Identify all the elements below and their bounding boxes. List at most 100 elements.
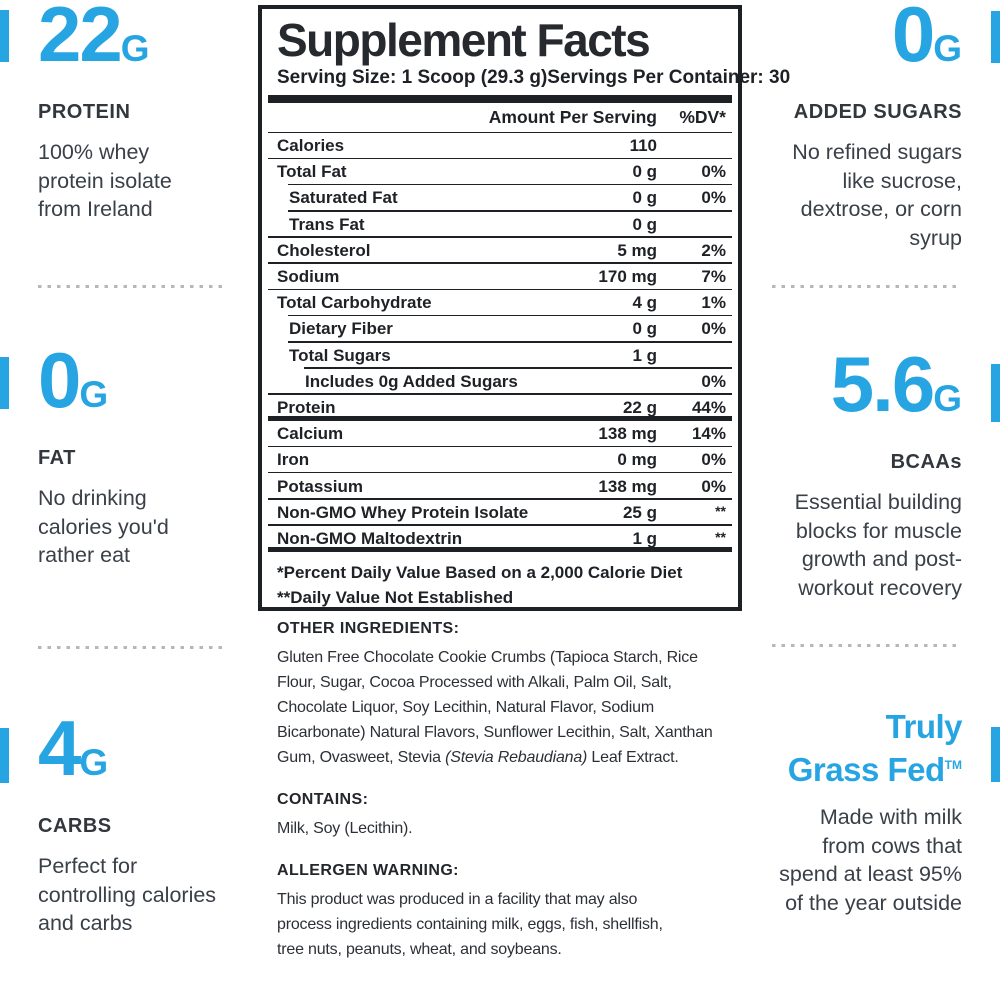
- nutrient-amount: 1 g: [632, 528, 657, 548]
- stat-bcaas-label: BCAAs: [890, 451, 962, 473]
- nutrient-label: Dietary Fiber: [289, 319, 393, 339]
- nutrient-label: Non-GMO Maltodextrin: [277, 528, 463, 548]
- grass-fed-line-2: Grass FedTM: [787, 751, 962, 788]
- nutrient-dv: 0%: [701, 476, 726, 496]
- nutrient-amount: 138 mg: [598, 424, 657, 444]
- nutrient-label: Trans Fat: [289, 214, 365, 234]
- nutrient-label: Iron: [277, 450, 310, 470]
- nutrient-label: Total Sugars: [289, 345, 391, 365]
- contains-text: Milk, Soy (Lecithin).: [277, 820, 413, 837]
- stat-grass-fed-description: Made with milk from cows that spend at l…: [779, 805, 962, 915]
- nutrient-amount: 0 g: [632, 188, 657, 208]
- accent-bar-right-grass-fed: [991, 727, 1000, 782]
- stat-added-sugars-value: 0G: [891, 0, 962, 78]
- contains-heading: CONTAINS:: [277, 791, 369, 808]
- stat-protein: 22G PROTEIN 100% whey protein isolate fr…: [38, 0, 253, 224]
- accent-bar-left-fat: [0, 357, 9, 409]
- table-row: Total Sugars 1 g: [268, 343, 732, 369]
- amount-per-serving-header: Amount Per Serving: [488, 107, 657, 127]
- dv-header: %DV*: [679, 107, 726, 127]
- accent-bar-right-bcaas: [991, 364, 1000, 422]
- stat-protein-value: 22G: [38, 0, 150, 78]
- nutrient-label: Calories: [277, 136, 345, 156]
- accent-bar-left-carbs: [0, 728, 9, 783]
- serving-info: Serving Size: 1 Scoop (29.3 g) Servings …: [268, 65, 790, 89]
- stat-bcaas-description: Essential building blocks for muscle gro…: [794, 490, 962, 600]
- table-row: Potassium 138 mg 0%: [268, 473, 732, 500]
- table-row: Calcium 138 mg 14%: [268, 421, 732, 448]
- nutrient-amount: 0 g: [632, 319, 657, 339]
- footnote-dv: *Percent Daily Value Based on a 2,000 Ca…: [277, 563, 683, 582]
- stat-fat-label: FAT: [38, 447, 76, 469]
- grass-fed-line-1: Truly: [885, 708, 963, 745]
- table-row: Protein 22 g 44%: [268, 395, 732, 422]
- stat-added-sugars-description: No refined sugars like sucrose, dextrose…: [792, 140, 962, 250]
- footnotes: *Percent Daily Value Based on a 2,000 Ca…: [268, 561, 732, 610]
- nutrient-label: Total Fat: [277, 162, 347, 182]
- nutrient-label: Includes 0g Added Sugars: [305, 371, 518, 391]
- table-row: Includes 0g Added Sugars 0%: [268, 369, 732, 396]
- nutrient-label: Cholesterol: [277, 240, 371, 260]
- stat-carbs: 4G CARBS Perfect for controlling calorie…: [38, 704, 253, 938]
- nutrient-dv: 0%: [701, 188, 726, 208]
- trademark-symbol: TM: [944, 758, 962, 772]
- table-row: Trans Fat 0 g: [268, 212, 732, 238]
- table-row: Saturated Fat 0 g 0%: [268, 185, 732, 212]
- dotted-divider-left-1: [38, 285, 228, 289]
- nutrient-label: Sodium: [277, 267, 340, 287]
- stat-grass-fed: Truly Grass FedTM Made with milk from co…: [752, 708, 962, 917]
- dotted-divider-left-2: [38, 646, 228, 650]
- other-ingredients-section: OTHER INGREDIENTS: Gluten Free Chocolate…: [277, 620, 747, 770]
- nutrient-dv: 14%: [691, 424, 726, 444]
- nutrient-dv: **: [715, 502, 726, 519]
- table-row: Cholesterol 5 mg 2%: [268, 238, 732, 265]
- table-row: Total Carbohydrate 4 g 1%: [268, 290, 732, 317]
- table-row: Sodium 170 mg 7%: [268, 264, 732, 291]
- divider-thick-top: [268, 95, 732, 103]
- table-row: Non-GMO Maltodextrin 1 g **: [268, 526, 732, 553]
- table-row: Iron 0 mg 0%: [268, 447, 732, 474]
- nutrient-label: Non-GMO Whey Protein Isolate: [277, 502, 529, 522]
- nutrient-dv: 0%: [701, 162, 726, 182]
- stat-protein-description: 100% whey protein isolate from Ireland: [38, 140, 172, 221]
- serving-size: Serving Size: 1 Scoop (29.3 g): [277, 67, 548, 88]
- stat-carbs-label: CARBS: [38, 815, 112, 837]
- stat-fat: 0G FAT No drinking calories you'd rather…: [38, 341, 253, 570]
- accent-bar-right-added-sugars: [991, 11, 1000, 63]
- nutrient-amount: 5 mg: [617, 240, 657, 260]
- nutrient-dv: 7%: [701, 267, 726, 287]
- table-header-row: Amount Per Serving %DV*: [268, 103, 732, 133]
- label-text-sections: OTHER INGREDIENTS: Gluten Free Chocolate…: [277, 620, 747, 983]
- table-row: Calories 110: [268, 133, 732, 160]
- nutrient-label: Calcium: [277, 424, 344, 444]
- nutrient-amount: 4 g: [632, 293, 657, 313]
- stat-added-sugars-label: ADDED SUGARS: [793, 101, 962, 123]
- other-ingredients-text: Gluten Free Chocolate Cookie Crumbs (Tap…: [277, 649, 713, 766]
- stat-carbs-value: 4G: [38, 704, 109, 792]
- nutrient-dv: **: [715, 528, 726, 545]
- allergen-warning-heading: ALLERGEN WARNING:: [277, 862, 459, 879]
- accent-bar-left-protein: [0, 10, 9, 62]
- stat-added-sugars: 0G ADDED SUGARS No refined sugars like s…: [752, 0, 962, 252]
- servings-per-container: Servings Per Container: 30: [547, 67, 791, 88]
- nutrition-table: Calories 110 Total Fat 0 g 0% Saturated …: [268, 133, 732, 553]
- nutrient-amount: 25 g: [622, 502, 657, 522]
- stat-bcaas-value: 5.6G: [830, 340, 962, 428]
- nutrient-dv: 0%: [701, 371, 726, 391]
- nutrient-dv: 0%: [701, 450, 726, 470]
- nutrient-amount: 0 mg: [617, 450, 657, 470]
- nutrient-dv: 0%: [701, 319, 726, 339]
- contains-section: CONTAINS: Milk, Soy (Lecithin).: [277, 791, 747, 841]
- nutrient-amount: 138 mg: [598, 476, 657, 496]
- nutrient-dv: 1%: [701, 293, 726, 313]
- nutrient-amount: 0 g: [632, 162, 657, 182]
- stat-bcaas: 5.6G BCAAs Essential building blocks for…: [752, 340, 962, 602]
- nutrient-amount: 1 g: [632, 345, 657, 365]
- stat-fat-description: No drinking calories you'd rather eat: [38, 486, 169, 567]
- table-row: Total Fat 0 g 0%: [268, 159, 732, 186]
- nutrient-dv: 2%: [701, 240, 726, 260]
- nutrient-dv: 44%: [691, 397, 726, 417]
- dotted-divider-right-2: [772, 644, 962, 648]
- nutrient-amount: 0 g: [632, 214, 657, 234]
- dotted-divider-right-1: [772, 285, 962, 289]
